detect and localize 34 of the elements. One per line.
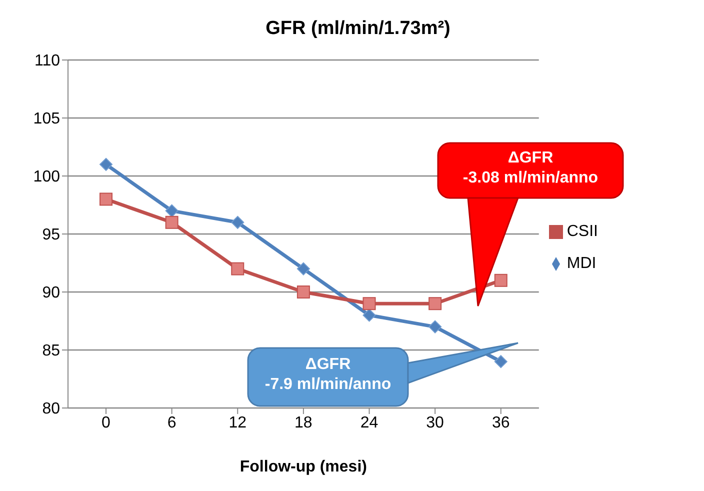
point — [100, 192, 112, 206]
x-tick-label: 36 — [492, 414, 510, 432]
y-tick-label: 100 — [33, 168, 60, 186]
point — [494, 274, 508, 287]
y-tick-label: 95 — [42, 226, 60, 244]
x-tick-label: 24 — [360, 414, 378, 432]
point — [231, 216, 244, 229]
point — [165, 204, 178, 218]
legend-label: MDI — [566, 255, 596, 272]
legend-label: CSII — [566, 223, 598, 240]
point — [165, 216, 178, 229]
point — [296, 262, 310, 276]
y-tick-label: 110 — [34, 52, 60, 70]
point — [494, 355, 508, 368]
point — [362, 297, 376, 310]
point — [428, 297, 442, 310]
y-tick-label: 80 — [42, 400, 60, 418]
point — [231, 262, 244, 276]
x-tick-label: 18 — [294, 414, 312, 432]
y-tick-label: 90 — [42, 284, 60, 302]
x-tick-label: 6 — [167, 414, 176, 432]
y-tick-label: 85 — [42, 342, 60, 360]
x-axis-title: Follow-up (mesi) — [240, 458, 367, 476]
annotation: ΔGFR -3.08 ml/min/anno — [462, 150, 598, 186]
point — [100, 158, 112, 171]
x-tick-label: 12 — [228, 414, 247, 432]
point — [296, 286, 310, 298]
point — [362, 308, 376, 322]
x-tick-label: 0 — [102, 414, 111, 432]
point — [428, 320, 442, 334]
x-tick-label: 30 — [426, 414, 444, 432]
chart-title: GFR (ml/min/1.73m²) — [264, 18, 452, 40]
y-tick-label: 105 — [33, 110, 60, 128]
annotation: ΔGFR -7.9 ml/min/anno — [264, 356, 392, 393]
